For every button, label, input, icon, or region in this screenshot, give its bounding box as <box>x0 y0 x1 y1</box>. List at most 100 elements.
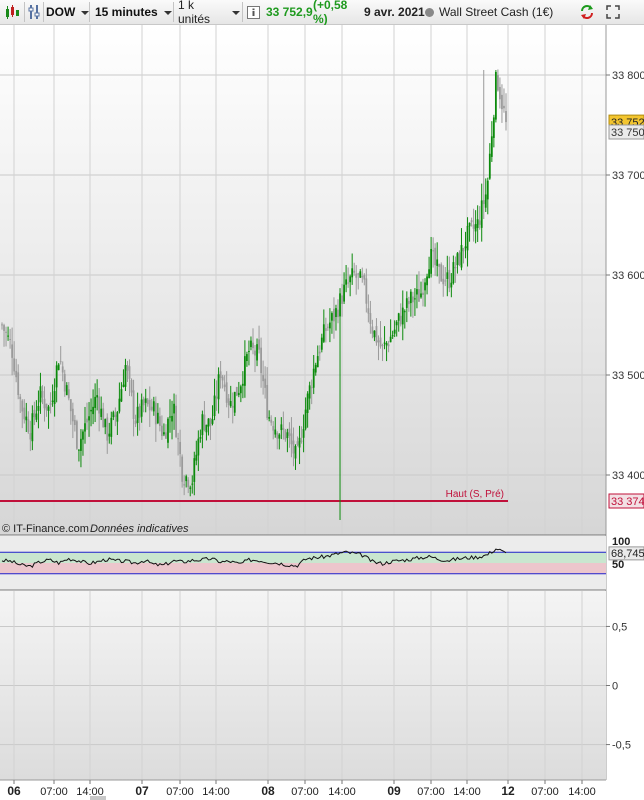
candle <box>284 428 287 442</box>
info-icon[interactable] <box>247 2 261 22</box>
indicator-axis-ticks: 0,5 0 -0,5 <box>606 621 631 752</box>
candle <box>241 371 244 399</box>
price-tick-label: 33 700 <box>612 170 644 182</box>
rsi-line[interactable] <box>1 548 507 568</box>
units-dropdown[interactable]: 1 k unités <box>178 0 240 26</box>
candle <box>37 390 40 429</box>
candle <box>84 406 86 444</box>
candle <box>300 426 303 444</box>
symbol-label: DOW <box>46 5 76 19</box>
candle <box>126 360 129 383</box>
candle <box>490 121 493 162</box>
candle <box>13 341 16 375</box>
expand-icon[interactable] <box>606 2 622 22</box>
candle <box>497 69 499 92</box>
candle <box>426 273 428 295</box>
candle <box>290 417 293 458</box>
candle <box>17 364 20 400</box>
candle <box>359 269 362 278</box>
candle <box>367 294 370 323</box>
price-tick-label: 33 600 <box>612 270 644 282</box>
candle <box>55 361 58 403</box>
candle <box>134 414 137 428</box>
candle <box>454 256 457 283</box>
time-tick-label: 14:00 <box>76 786 104 798</box>
candle <box>51 384 54 407</box>
price-axis <box>606 25 644 780</box>
candle <box>47 404 50 429</box>
rsi-oversold-band <box>0 563 606 574</box>
candle <box>35 400 38 423</box>
candle <box>39 372 42 414</box>
candle <box>383 326 386 350</box>
candle <box>254 345 256 373</box>
candle <box>185 474 188 488</box>
candle <box>345 265 347 293</box>
candle <box>476 205 479 242</box>
candle <box>391 330 394 339</box>
candle <box>250 336 252 351</box>
candle <box>276 431 279 450</box>
indicator-grid <box>0 591 606 780</box>
time-tick-label: 14:00 <box>568 786 596 798</box>
price-tick-label: 33 800 <box>612 70 644 82</box>
candle <box>225 371 228 408</box>
candle <box>468 222 471 242</box>
candle <box>486 177 489 215</box>
candle <box>25 402 28 433</box>
rsi-axis-ticks: 100 50 <box>612 536 630 571</box>
candle <box>407 296 410 312</box>
interval-dropdown[interactable]: 15 minutes <box>95 2 173 22</box>
candle <box>440 262 443 282</box>
candle <box>49 392 52 414</box>
candle <box>326 323 329 331</box>
candle <box>478 206 481 230</box>
candle <box>399 303 402 327</box>
time-tick-label: 06 <box>7 784 21 798</box>
candle <box>456 251 459 274</box>
price-panel <box>0 25 606 535</box>
candle <box>173 393 175 430</box>
candle <box>144 388 147 413</box>
candle <box>104 418 107 435</box>
candle <box>428 256 430 279</box>
refresh-icon[interactable] <box>579 2 597 22</box>
candle <box>203 401 206 432</box>
candle <box>318 345 321 361</box>
properties-icon[interactable] <box>26 2 42 22</box>
candlestick-chart-icon[interactable] <box>2 2 22 22</box>
time-scroll-handle[interactable] <box>90 796 106 800</box>
candle <box>351 253 354 285</box>
candle <box>98 388 101 432</box>
candle <box>11 327 14 376</box>
candle <box>183 475 186 496</box>
candle <box>152 396 155 416</box>
candle <box>5 326 7 347</box>
candle <box>167 417 169 449</box>
candle <box>248 340 250 366</box>
time-tick-label: 07 <box>135 784 149 798</box>
candle <box>189 485 192 497</box>
symbol-dropdown[interactable]: DOW <box>46 2 90 22</box>
candle <box>161 415 163 440</box>
candle <box>411 291 414 318</box>
candle <box>73 415 76 432</box>
candle <box>239 384 242 403</box>
chevron-down-icon <box>232 11 240 15</box>
candle <box>21 399 24 429</box>
candle <box>466 217 469 267</box>
candle <box>438 263 441 284</box>
candle <box>67 381 70 401</box>
candle <box>33 401 36 426</box>
candle <box>223 375 226 392</box>
candle <box>31 405 34 451</box>
candle <box>169 399 171 433</box>
indicator-tick-label: 0 <box>612 681 618 693</box>
indicator-tick-label: -0,5 <box>612 740 631 752</box>
candle <box>195 440 198 466</box>
candle <box>45 403 48 417</box>
candlestick-series[interactable] <box>1 69 507 520</box>
candle <box>389 319 392 343</box>
candle <box>355 265 358 295</box>
